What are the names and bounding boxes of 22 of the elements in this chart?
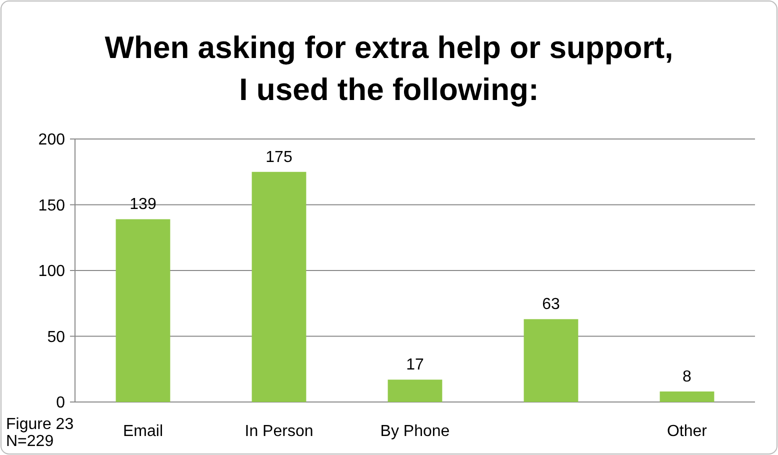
x-tick-label: Other	[666, 423, 708, 440]
caption: Figure 23	[6, 416, 74, 433]
y-tick-label: 200	[38, 132, 66, 149]
bar	[524, 319, 578, 402]
bar	[388, 380, 442, 402]
data-label: 17	[406, 356, 424, 374]
data-label: 63	[542, 296, 560, 314]
data-label: 139	[130, 196, 156, 214]
text: N=229	[6, 433, 54, 450]
x-tick-label: Email	[122, 423, 164, 440]
bar	[660, 391, 714, 402]
bar	[116, 219, 170, 402]
x-tick-label: In Person	[244, 423, 314, 440]
chart-title: When asking for extra help or support, I used the following:	[104, 30, 674, 107]
data-label: 175	[266, 148, 292, 166]
y-tick-label: 0	[56, 394, 66, 412]
bar	[252, 172, 306, 402]
y-tick-label: 150	[38, 197, 66, 214]
y-tick-label: 100	[38, 263, 66, 280]
y-tick-label: 50	[47, 328, 66, 346]
data-label: 8	[682, 368, 692, 386]
x-tick-label: By Phone	[380, 423, 450, 440]
